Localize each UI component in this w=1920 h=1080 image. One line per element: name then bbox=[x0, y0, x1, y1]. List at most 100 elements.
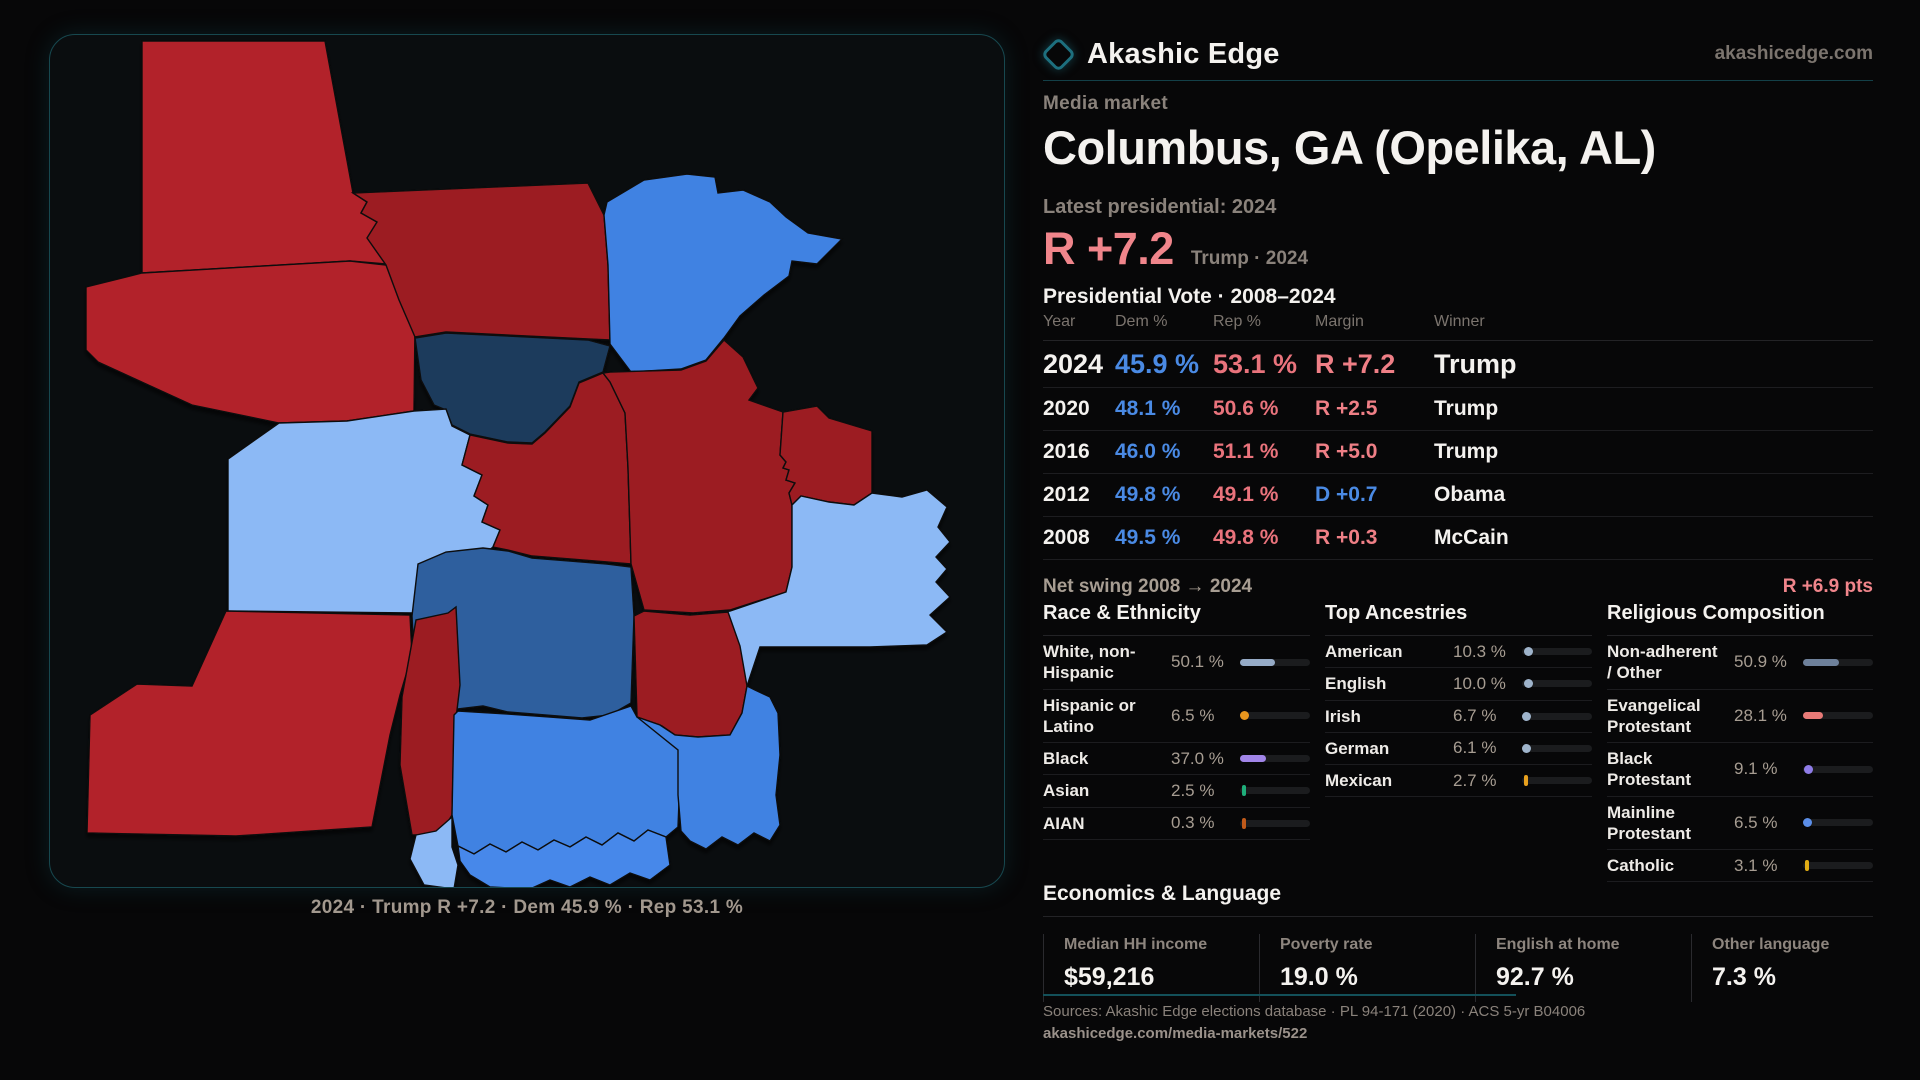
headline-margin-value: R +7.2 bbox=[1043, 223, 1174, 274]
demo-bar-tick bbox=[1524, 775, 1528, 787]
vote-year: 2016 bbox=[1043, 440, 1090, 463]
vote-dem-pct: 46.0 % bbox=[1115, 440, 1181, 463]
county-shape-1[interactable] bbox=[141, 40, 391, 274]
demo-bar-fill bbox=[1803, 658, 1839, 666]
county-shape-4[interactable] bbox=[603, 173, 844, 373]
demo-row: German 6.1 % bbox=[1325, 733, 1592, 765]
stat-label: Poverty rate bbox=[1280, 936, 1373, 953]
demo-row: Asian 2.5 % bbox=[1043, 775, 1310, 808]
demo-label: AIAN bbox=[1043, 813, 1085, 833]
demo-label: American bbox=[1325, 642, 1403, 661]
site-link[interactable]: akashicedge.com bbox=[1714, 43, 1873, 64]
county-shape-18[interactable] bbox=[636, 684, 781, 850]
demo-row: Evangelical Protestant 28.1 % bbox=[1607, 690, 1873, 743]
county-shape-17[interactable] bbox=[409, 815, 459, 888]
net-swing-row: Net swing 2008 → 2024 R +6.9 pts bbox=[1043, 560, 1873, 598]
demo-bar-track bbox=[1240, 755, 1310, 763]
accent-underline bbox=[1043, 994, 1516, 996]
demo-column-religion: Religious Composition Non-adherent / Othe… bbox=[1607, 602, 1873, 883]
vote-winner: McCain bbox=[1434, 526, 1509, 549]
county-shape-2[interactable] bbox=[85, 260, 416, 424]
demo-value: 10.0 % bbox=[1453, 673, 1506, 693]
header-divider bbox=[1043, 80, 1873, 81]
vote-margin: R +0.3 bbox=[1315, 526, 1378, 549]
vote-year: 2024 bbox=[1043, 348, 1104, 379]
demo-row: Non-adherent / Other 50.9 % bbox=[1607, 636, 1873, 690]
county-shape-5[interactable] bbox=[414, 332, 611, 444]
demo-bar-track bbox=[1240, 711, 1310, 721]
vote-margin: R +7.2 bbox=[1315, 348, 1396, 379]
vote-dem-pct: 49.5 % bbox=[1115, 526, 1181, 549]
vote-row: 2008 49.5 % 49.8 % R +0.3 McCain bbox=[1043, 517, 1873, 560]
stat-cell: Median HH income $59,216 bbox=[1043, 934, 1259, 1002]
demo-bar-track bbox=[1522, 679, 1592, 689]
demo-row: Black Protestant 9.1 % bbox=[1607, 743, 1873, 797]
brand-diamond-icon bbox=[1040, 36, 1077, 72]
county-shape-13[interactable] bbox=[86, 610, 413, 837]
stat-cell: Poverty rate 19.0 % bbox=[1259, 934, 1475, 1002]
demo-value: 3.1 % bbox=[1734, 855, 1778, 875]
vote-year: 2008 bbox=[1043, 526, 1090, 549]
demo-bar-tick bbox=[1242, 817, 1246, 829]
demo-bar-track bbox=[1803, 860, 1873, 872]
stat-value: 19.0 % bbox=[1280, 963, 1358, 991]
demo-column-title: Religious Composition bbox=[1607, 602, 1873, 636]
demo-bar-track bbox=[1522, 743, 1592, 753]
demo-label: Mexican bbox=[1325, 771, 1393, 790]
stat-label: Median HH income bbox=[1064, 936, 1208, 953]
demo-bar-dot bbox=[1804, 764, 1814, 774]
vote-winner: Trump bbox=[1434, 348, 1517, 379]
vote-rep-pct: 51.1 % bbox=[1213, 440, 1279, 463]
vote-year: 2012 bbox=[1043, 483, 1090, 506]
demo-bar-track bbox=[1240, 658, 1310, 666]
vote-margin: R +2.5 bbox=[1315, 397, 1378, 420]
vote-column-header: Margin bbox=[1315, 313, 1364, 330]
demo-row: English 10.0 % bbox=[1325, 668, 1592, 701]
demo-bar-track bbox=[1803, 658, 1873, 666]
net-swing-label: Net swing 2008 → 2024 bbox=[1043, 576, 1253, 597]
demo-column-title: Race & Ethnicity bbox=[1043, 602, 1310, 636]
demographics-section: Race & Ethnicity White, non-Hispanic 50.1 … bbox=[1043, 602, 1873, 883]
demo-label: Asian bbox=[1043, 781, 1090, 801]
demo-bar-fill bbox=[1240, 755, 1266, 763]
demo-row: Hispanic or Latino 6.5 % bbox=[1043, 690, 1310, 743]
vote-rep-pct: 53.1 % bbox=[1213, 348, 1298, 379]
demo-bar-tick bbox=[1805, 860, 1809, 872]
county-shape-9[interactable] bbox=[779, 405, 873, 507]
demo-bar-track bbox=[1240, 817, 1310, 829]
demo-label: German bbox=[1325, 738, 1390, 758]
permalink[interactable]: akashicedge.com/media-markets/522 bbox=[1043, 1025, 1308, 1042]
demo-label: English bbox=[1325, 674, 1387, 694]
demo-bar-fill bbox=[1803, 712, 1823, 720]
demo-row: Catholic 3.1 % bbox=[1607, 850, 1873, 883]
demo-bar-dot bbox=[1803, 818, 1812, 828]
demo-bar-track bbox=[1803, 764, 1873, 774]
demo-column-ancestries: Top Ancestries American 10.3 % English 10.0 … bbox=[1325, 602, 1592, 882]
sources-note: Sources: Akashic Edge elections database… bbox=[1043, 1003, 1586, 1020]
county-shape-12[interactable] bbox=[633, 610, 748, 738]
map-caption: 2024 · Trump R +7.2 · Dem 45.9 % · Rep 5… bbox=[310, 897, 744, 918]
demo-label: Black bbox=[1043, 749, 1089, 768]
vote-dem-pct: 45.9 % bbox=[1115, 348, 1200, 379]
demo-bar-track bbox=[1803, 818, 1873, 828]
vote-winner: Trump bbox=[1434, 440, 1499, 463]
demo-bar-track bbox=[1522, 647, 1592, 657]
demo-bar-dot bbox=[1522, 743, 1531, 753]
vote-row: 2016 46.0 % 51.1 % R +5.0 Trump bbox=[1043, 431, 1873, 474]
vote-table: Year Dem % Rep % Margin Winner 2024 45.9 % 53.… bbox=[1043, 313, 1873, 598]
stat-value: 7.3 % bbox=[1712, 963, 1776, 991]
vote-row: 2020 48.1 % 50.6 % R +2.5 Trump bbox=[1043, 388, 1873, 431]
brand-row: Akashic Edge akashicedge.com bbox=[1040, 36, 1873, 72]
vote-column-header: Winner bbox=[1434, 313, 1485, 330]
demo-row: AIAN 0.3 % bbox=[1043, 808, 1310, 840]
demo-bar-dot bbox=[1524, 647, 1534, 657]
demo-label: Mainline Protestant bbox=[1607, 802, 1692, 843]
county-shape-16[interactable] bbox=[457, 829, 671, 888]
demo-value: 2.7 % bbox=[1453, 770, 1497, 790]
demo-bar-dot bbox=[1524, 679, 1533, 689]
demo-bar-dot bbox=[1522, 711, 1531, 721]
stat-cell: Other language 7.3 % bbox=[1691, 934, 1873, 1002]
demo-value: 6.1 % bbox=[1453, 738, 1497, 758]
demo-value: 28.1 % bbox=[1734, 705, 1787, 725]
